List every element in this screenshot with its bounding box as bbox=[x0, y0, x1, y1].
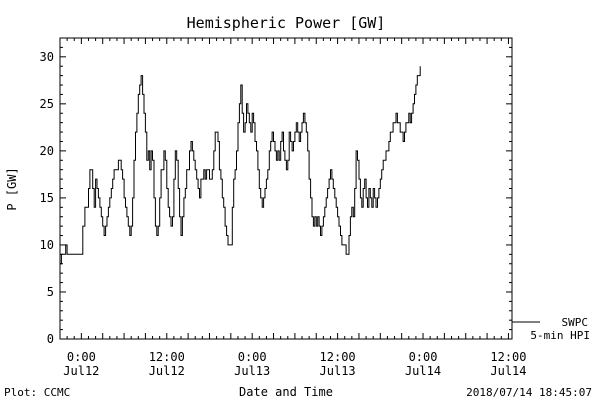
y-axis-label: P [GW] bbox=[5, 167, 19, 210]
x-tick-time-label: 12:00 bbox=[490, 350, 526, 364]
footer-plot-credit: Plot: CCMC bbox=[4, 386, 70, 399]
x-tick-time-label: 0:00 bbox=[409, 350, 438, 364]
x-tick-date-label: Jul12 bbox=[63, 364, 99, 378]
y-tick-label: 15 bbox=[40, 191, 54, 205]
y-tick-label: 5 bbox=[47, 285, 54, 299]
legend: SWPC 5-min HPI bbox=[512, 316, 590, 342]
plot-frame bbox=[59, 37, 513, 340]
y-tick-label: 30 bbox=[40, 50, 54, 64]
y-tick-label: 25 bbox=[40, 97, 54, 111]
x-axis: 0:00Jul1212:00Jul120:00Jul1312:00Jul130:… bbox=[59, 38, 527, 378]
x-tick-date-label: Jul12 bbox=[149, 364, 185, 378]
x-tick-time-label: 0:00 bbox=[238, 350, 267, 364]
x-tick-date-label: Jul14 bbox=[405, 364, 441, 378]
y-tick-label: 0 bbox=[47, 332, 54, 346]
footer-timestamp: 2018/07/14 18:45:07 bbox=[466, 386, 592, 399]
legend-entry-hpi: 5-min HPI bbox=[530, 329, 590, 342]
x-tick-date-label: Jul13 bbox=[320, 364, 356, 378]
y-tick-label: 10 bbox=[40, 238, 54, 252]
x-tick-date-label: Jul13 bbox=[234, 364, 270, 378]
x-tick-time-label: 12:00 bbox=[149, 350, 185, 364]
chart-title: Hemispheric Power [GW] bbox=[187, 14, 386, 32]
x-axis-label: Date and Time bbox=[239, 385, 333, 399]
x-tick-time-label: 12:00 bbox=[320, 350, 356, 364]
y-tick-label: 20 bbox=[40, 144, 54, 158]
x-tick-time-label: 0:00 bbox=[67, 350, 96, 364]
series-line-swpc bbox=[60, 66, 421, 265]
legend-entry-swpc: SWPC bbox=[562, 316, 589, 329]
y-axis: 0 5 10 15 20 25 30 bbox=[40, 37, 512, 346]
x-tick-date-label: Jul14 bbox=[490, 364, 526, 378]
